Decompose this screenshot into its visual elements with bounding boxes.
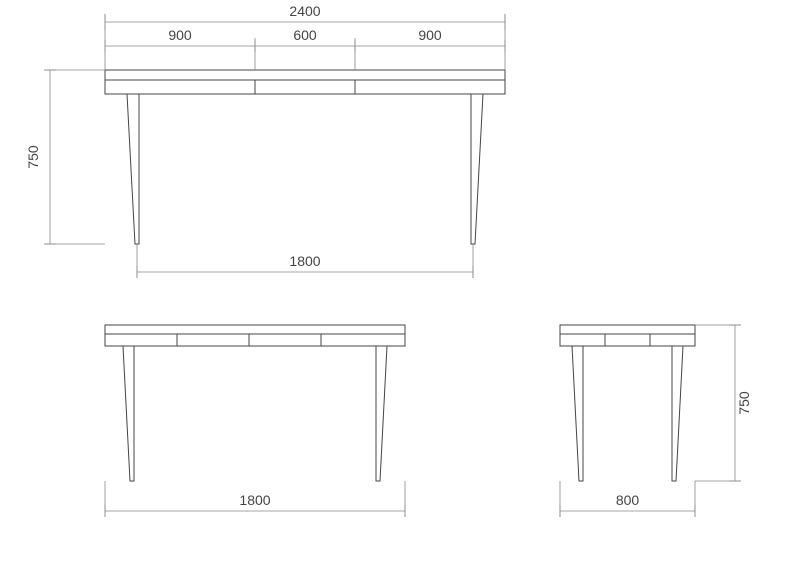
dim-side-depth: 800 [616,492,640,508]
dim-top-legspan: 1800 [289,253,320,269]
dim-top-height: 750 [25,145,41,169]
dim-top-seg: 900 [418,27,442,43]
dim-side-height: 750 [736,391,752,415]
dim-top-seg: 900 [168,27,192,43]
dim-bottom-width: 1800 [239,492,270,508]
dim-top-seg: 600 [293,27,317,43]
dim-top-overall: 2400 [289,3,320,19]
